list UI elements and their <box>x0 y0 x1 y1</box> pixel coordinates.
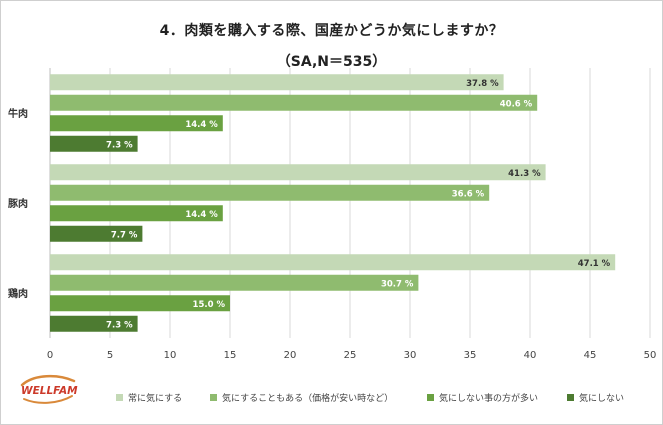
bar <box>50 94 538 111</box>
bar-value-label: 47.1 % <box>578 259 611 269</box>
grid-lines <box>49 68 651 338</box>
bar <box>50 254 616 271</box>
bar <box>50 74 504 91</box>
x-tick-label: 0 <box>47 350 53 361</box>
bar-value-label: 7.3 % <box>106 320 133 330</box>
bar <box>50 274 419 291</box>
x-tick-label: 50 <box>644 350 657 361</box>
category-label: 鶏肉 <box>8 287 28 300</box>
chart-subtitle: （SA,N＝535） <box>276 54 387 70</box>
category-label: 牛肉 <box>8 107 28 120</box>
legend-item: 気にしない事の方が多い <box>427 391 538 404</box>
bar-value-label: 7.7 % <box>111 230 138 240</box>
legend-label: 気にすることもある（価格が安い時など） <box>222 394 394 404</box>
wellfam-logo: WELLFAM <box>20 375 78 404</box>
bar <box>50 295 230 312</box>
x-tick-label: 45 <box>584 350 597 361</box>
legend-label: 気にしない <box>579 394 625 404</box>
legend-label: 常に気にする <box>128 394 183 404</box>
bar-value-label: 15.0 % <box>193 300 226 310</box>
x-tick-label: 20 <box>284 350 297 361</box>
logo-text: WELLFAM <box>21 385 78 397</box>
x-tick-label: 5 <box>107 350 113 361</box>
bar <box>50 135 138 152</box>
legend-item: 気にすることもある（価格が安い時など） <box>210 391 393 404</box>
bar-value-label: 14.4 % <box>185 210 218 220</box>
legend-swatch <box>116 394 123 401</box>
bar-value-label: 7.3 % <box>106 140 133 150</box>
bar <box>50 184 490 201</box>
bar-value-label: 37.8 % <box>466 79 499 89</box>
bar <box>50 164 546 181</box>
legend-swatch <box>210 394 217 401</box>
legend-label: 気にしない事の方が多い <box>439 394 539 404</box>
bar-value-label: 36.6 % <box>452 189 485 199</box>
bar-value-label: 40.6 % <box>500 99 533 109</box>
x-tick-label: 25 <box>344 350 357 361</box>
bar-value-label: 30.7 % <box>381 279 414 289</box>
bar-value-label: 41.3 % <box>508 169 541 179</box>
legend-item: 常に気にする <box>116 391 182 404</box>
legend-swatch <box>567 394 574 401</box>
chart-title: 4．肉類を購入する際、国産かどうか気にしますか？ <box>159 23 504 39</box>
bar <box>50 315 138 332</box>
x-tick-label: 40 <box>524 350 537 361</box>
x-tick-label: 10 <box>164 350 177 361</box>
bar-value-label: 14.4 % <box>185 120 218 130</box>
bar <box>50 115 223 132</box>
x-tick-label: 30 <box>404 350 417 361</box>
category-label: 豚肉 <box>8 197 28 210</box>
value-labels: 37.8 %40.6 % 14.4 % 7.3 % 41.3 % 36.6 % 14.4 … <box>106 79 611 331</box>
x-tick-labels: 0 5 10 15 20 25 30 35 40 45 50 <box>47 350 657 361</box>
bar <box>50 205 223 222</box>
legend-item: 気にしない <box>567 391 624 404</box>
bar <box>50 225 143 242</box>
x-tick-label: 35 <box>464 350 477 361</box>
legend-swatch <box>427 394 434 401</box>
x-tick-label: 15 <box>224 350 237 361</box>
bars <box>50 74 616 332</box>
